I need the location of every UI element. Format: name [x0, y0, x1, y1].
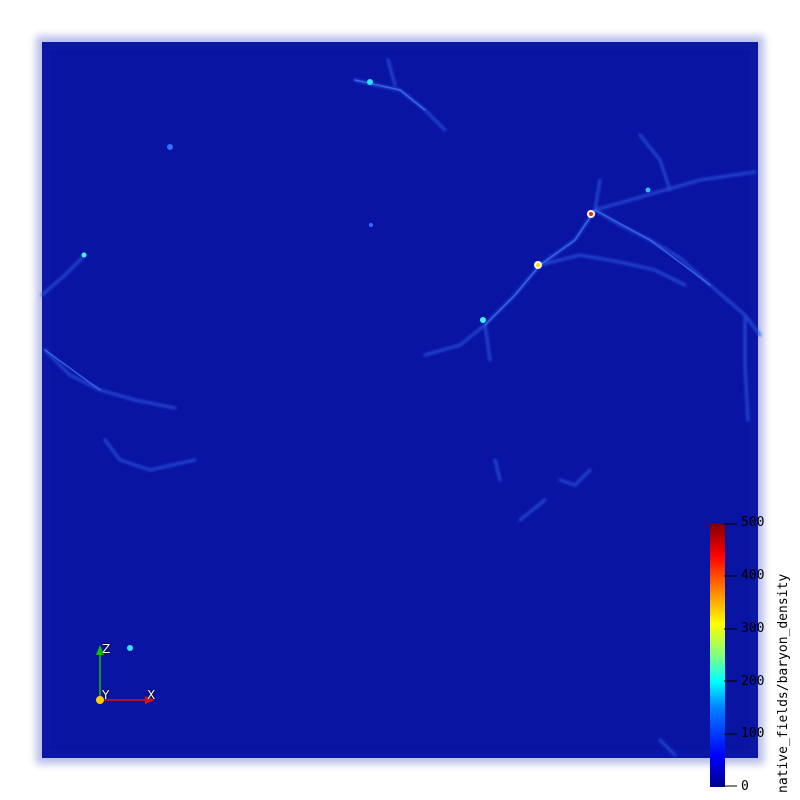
colorbar-tick-200: 200 — [741, 674, 765, 689]
density-volume — [36, 36, 764, 764]
colorbar-tick-500: 500 — [741, 515, 765, 530]
colorbar-tick-0: 0 — [741, 779, 749, 794]
y-axis-label: Y — [102, 688, 110, 702]
x-axis-label: X — [147, 688, 156, 702]
density-peaks — [81, 79, 651, 651]
filament-structures — [40, 58, 762, 757]
colorbar — [710, 523, 737, 787]
z-axis-label: Z — [102, 642, 111, 656]
colorbar-tick-100: 100 — [741, 726, 765, 741]
colorbar-tick-400: 400 — [741, 568, 765, 583]
colorbar-tick-300: 300 — [741, 621, 765, 636]
colorbar-title: native_fields/baryon_density — [776, 573, 791, 793]
orientation-axes — [96, 645, 155, 704]
